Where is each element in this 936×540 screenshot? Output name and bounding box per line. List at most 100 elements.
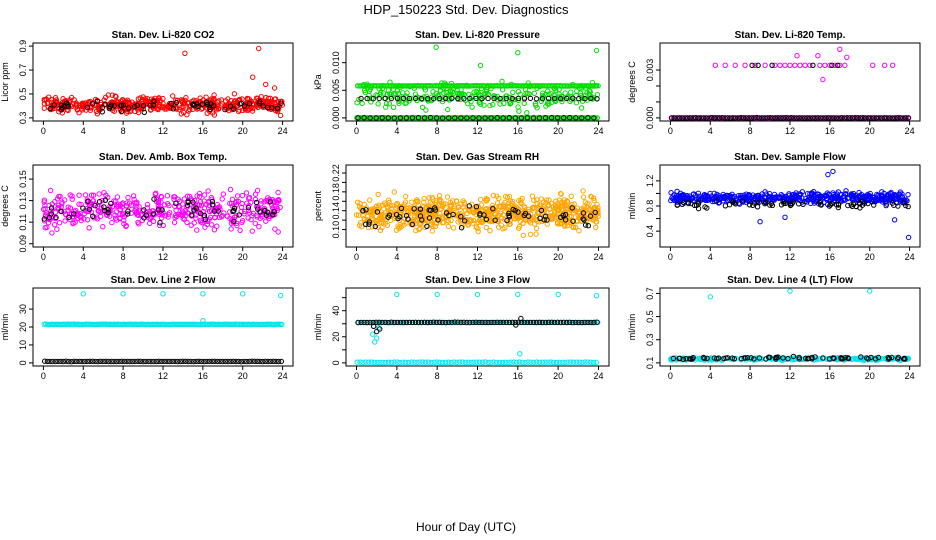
data-point [546, 197, 552, 203]
data-point [755, 62, 761, 69]
data-point [499, 87, 506, 93]
data-point [780, 115, 787, 121]
data-point [593, 47, 600, 54]
data-point [405, 216, 411, 222]
data-point [724, 115, 731, 121]
x-tick-label: 8 [121, 252, 126, 262]
data-point [848, 193, 854, 200]
data-point [748, 355, 754, 361]
data-point [121, 358, 128, 365]
data-point [714, 198, 720, 204]
data-point [166, 105, 173, 111]
data-point [196, 358, 202, 364]
data-point [869, 196, 876, 203]
data-point [415, 115, 422, 121]
data-point [593, 219, 600, 225]
data-point [424, 319, 431, 326]
data-point [66, 214, 72, 221]
data-point [398, 224, 404, 230]
data-point [444, 194, 451, 200]
data-point [164, 358, 170, 365]
data-point [200, 318, 206, 324]
data-point [385, 115, 391, 121]
data-point [483, 198, 490, 204]
data-point [120, 291, 126, 297]
x-tick-label: 20 [865, 252, 875, 262]
data-point [504, 217, 510, 224]
data-point [80, 205, 86, 211]
data-point [890, 194, 896, 201]
data-point [94, 98, 101, 105]
data-point [836, 115, 842, 121]
data-point [181, 196, 188, 202]
data-point [406, 95, 413, 102]
y-axis-label: degrees C [627, 61, 637, 103]
data-point [421, 199, 427, 205]
data-point [99, 109, 106, 115]
data-point [388, 95, 394, 102]
data-point [579, 359, 585, 365]
data-point [770, 115, 776, 121]
data-point [527, 319, 534, 326]
data-point [443, 90, 450, 96]
data-point [113, 98, 120, 105]
data-point [512, 115, 518, 121]
data-point [595, 83, 601, 89]
x-tick-label: 20 [238, 252, 248, 262]
data-point [130, 193, 137, 199]
data-point [424, 223, 430, 230]
data-point [792, 62, 798, 69]
data-point [252, 196, 259, 203]
data-point [516, 108, 522, 114]
data-point [427, 114, 434, 121]
data-point [134, 209, 140, 215]
data-point [567, 115, 573, 121]
x-tick-label: 0 [41, 371, 46, 381]
data-point [179, 210, 185, 216]
data-point [149, 208, 155, 214]
data-point [582, 85, 589, 91]
data-point [394, 95, 401, 102]
data-point [270, 206, 276, 212]
x-tick-label: 0 [354, 126, 359, 136]
data-point [488, 319, 494, 326]
data-point [258, 198, 264, 204]
data-point [465, 359, 471, 365]
data-point [550, 359, 557, 365]
data-point [277, 292, 284, 299]
data-point [453, 198, 460, 204]
data-point [501, 202, 507, 208]
y-tick-label: 0.7 [18, 64, 28, 77]
data-point [483, 224, 489, 231]
data-point [796, 115, 802, 121]
data-point [691, 202, 698, 209]
data-point [366, 219, 373, 225]
data-point [115, 203, 121, 210]
y-tick-label: 0.9 [18, 40, 28, 53]
data-point [569, 81, 576, 88]
data-point [393, 212, 400, 218]
data-point [166, 202, 172, 209]
data-point [73, 101, 79, 108]
chart-panel: Stan. Dev. Line 2 Flow ml/min 0 4 8 12 16 20 24 0… [0, 275, 294, 381]
data-point [524, 115, 531, 121]
data-point [243, 190, 250, 196]
data-point [430, 96, 437, 102]
data-point [157, 99, 163, 105]
data-point [52, 204, 58, 210]
data-point [440, 215, 446, 221]
data-point [576, 359, 582, 365]
y-axis-label: kPa [313, 74, 323, 90]
data-point [820, 355, 826, 361]
data-point [155, 207, 162, 213]
data-point [537, 215, 543, 222]
data-point [544, 88, 551, 94]
data-point [135, 212, 142, 219]
data-point [367, 319, 373, 326]
data-point [446, 115, 452, 121]
data-point [403, 115, 410, 121]
data-point [371, 359, 377, 365]
data-point [785, 356, 791, 362]
y-axis-label: Licor ppm [0, 62, 10, 102]
x-tick-label: 0 [668, 371, 673, 381]
